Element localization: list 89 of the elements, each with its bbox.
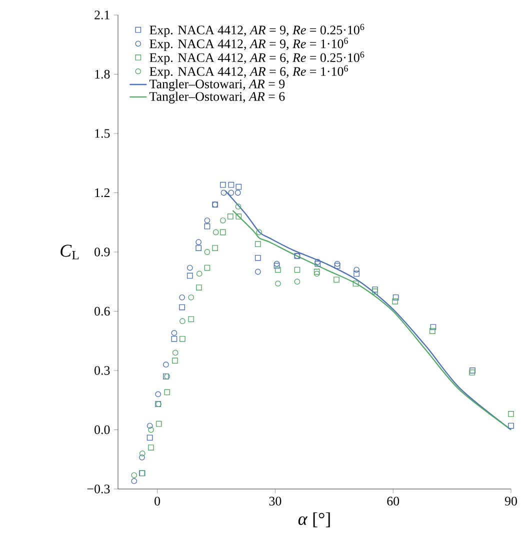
point — [188, 294, 194, 300]
point — [212, 229, 219, 236]
point — [196, 245, 202, 251]
x-tick-label: 60 — [387, 496, 400, 506]
point — [236, 184, 242, 190]
point — [430, 324, 436, 330]
point — [314, 268, 320, 275]
point — [180, 318, 186, 324]
legend-label: Tangler–Ostowari, AR = 6 — [149, 92, 285, 104]
point — [196, 270, 202, 277]
legend-label: Exp. NACA 4412, AR = 6, Re = 0.25·10$^{6}$ — [150, 52, 364, 65]
point — [294, 278, 300, 285]
point — [274, 260, 280, 267]
point — [163, 362, 169, 368]
x-tick-label: 0 — [154, 496, 160, 506]
point — [172, 358, 178, 364]
y-tick-label: −0.3 — [87, 484, 110, 494]
point — [204, 217, 210, 224]
y-tick-label: 0.0 — [94, 425, 110, 434]
y-tick-label: 1.8 — [95, 70, 110, 79]
point — [254, 254, 261, 261]
point — [139, 454, 145, 460]
point — [186, 272, 193, 279]
point — [139, 450, 146, 456]
y-tick-label: 0.6 — [94, 306, 110, 316]
point — [146, 422, 153, 429]
y-axis-title: C$_{L}$ — [60, 244, 79, 260]
point — [275, 280, 281, 287]
legend-label: Exp. NACA 4412, AR = 9, Re = 0.25·10$^{6}$ — [150, 24, 364, 38]
point — [256, 229, 262, 236]
point — [179, 294, 185, 300]
point — [146, 434, 153, 441]
y-tick-label: 0.3 — [94, 366, 110, 375]
y-tick-label: 1.5 — [95, 129, 110, 138]
point — [204, 264, 210, 271]
y-tick-label: 1.2 — [95, 188, 110, 198]
x-axis-title: α [°] — [298, 512, 330, 528]
legend-label: Exp. NACA 4412, AR = 9, Re = 1·10$^{6}$ — [150, 38, 348, 51]
point — [334, 260, 340, 267]
point — [508, 422, 514, 429]
point — [204, 223, 210, 230]
point — [179, 304, 185, 310]
legend-label: Exp. NACA 4412, AR = 6, Re = 1·10$^{6}$ — [150, 65, 348, 78]
point — [196, 239, 202, 246]
point — [254, 241, 261, 248]
point — [334, 276, 340, 283]
point — [508, 411, 514, 417]
point — [131, 478, 138, 484]
point — [171, 330, 178, 336]
point — [234, 190, 241, 196]
point — [156, 420, 162, 427]
point — [314, 258, 321, 265]
point — [171, 336, 178, 342]
point — [352, 280, 359, 287]
point — [429, 328, 436, 334]
point — [164, 389, 170, 396]
point — [334, 262, 340, 269]
point — [228, 190, 234, 196]
point — [220, 229, 226, 236]
point — [148, 426, 154, 433]
point — [314, 260, 321, 267]
point — [186, 264, 193, 271]
point — [180, 336, 186, 342]
point — [275, 266, 281, 273]
point — [294, 266, 300, 273]
point — [196, 284, 202, 290]
x-tick-label: 90 — [504, 496, 517, 506]
point — [354, 266, 360, 273]
x-tick-label: 30 — [269, 496, 282, 506]
point — [392, 294, 399, 300]
y-tick-label: 0.9 — [94, 248, 110, 256]
point — [314, 270, 320, 277]
point — [235, 204, 242, 210]
point — [236, 214, 242, 220]
point — [188, 316, 194, 322]
point — [220, 182, 226, 188]
point — [274, 262, 280, 269]
point — [212, 245, 218, 251]
point — [131, 472, 138, 478]
point — [172, 350, 178, 356]
point — [254, 268, 261, 275]
legend-label: Tangler–Ostowari, AR = 9 — [149, 79, 285, 92]
point — [148, 444, 154, 450]
point — [228, 182, 234, 188]
point — [392, 298, 398, 304]
point — [204, 249, 210, 255]
point — [354, 270, 360, 277]
point — [155, 391, 162, 398]
y-tick-label: 2.1 — [94, 10, 110, 20]
